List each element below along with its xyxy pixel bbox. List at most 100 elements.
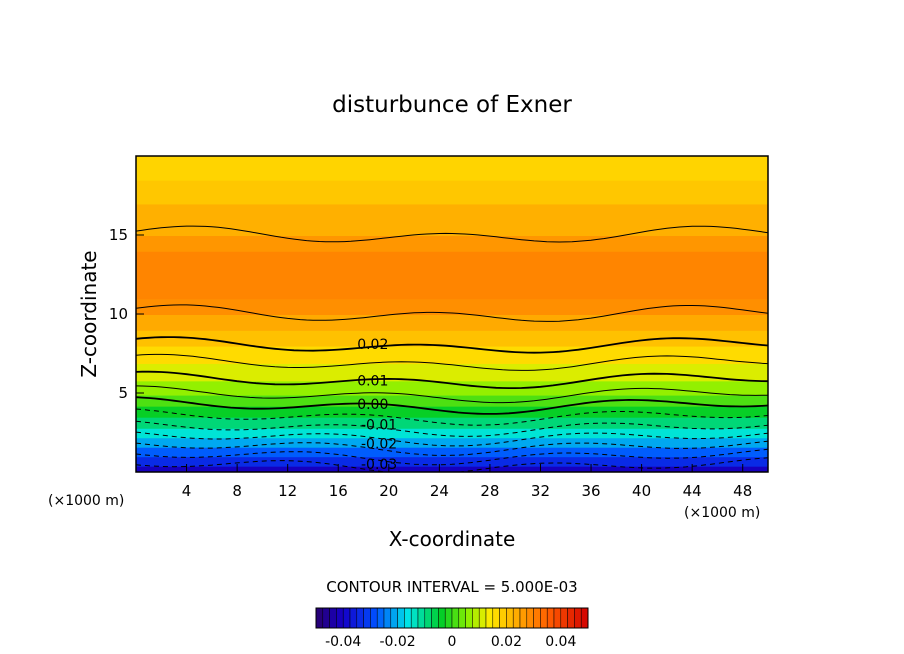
contour-line <box>136 408 768 426</box>
colorbar-cell <box>390 607 398 629</box>
chart-title: disturbunce of Exner <box>332 92 572 118</box>
fill-band <box>136 362 768 382</box>
colorbar-cell <box>363 607 371 629</box>
fill-band <box>136 427 768 439</box>
fill-band <box>136 446 768 458</box>
fill-band <box>136 437 768 448</box>
colorbar-frame <box>315 607 589 629</box>
contour-label: -0.03 <box>361 457 397 473</box>
fill-band <box>136 314 768 331</box>
colorbar-cell <box>580 607 589 629</box>
plot-fill-layer <box>136 156 768 472</box>
x-tick-label: 40 <box>632 482 651 500</box>
colorbar-cell <box>376 607 385 629</box>
x-axis-label: X-coordinate <box>389 527 516 551</box>
contour-line <box>136 420 768 437</box>
contour-line <box>136 336 768 354</box>
x-tick-label: 4 <box>182 482 192 500</box>
colorbar-cell <box>356 607 364 629</box>
contour-line <box>136 370 768 389</box>
contour-line <box>136 431 768 447</box>
colorbar-cell <box>451 607 460 629</box>
colorbar-cell <box>506 607 514 629</box>
colorbar-cell <box>478 607 487 629</box>
x-tick-label: 48 <box>733 482 752 500</box>
y-tick-label: 10 <box>109 305 128 323</box>
colorbar-cell <box>322 607 330 629</box>
colorbar-cell <box>410 607 419 629</box>
colorbar-cell <box>485 607 494 629</box>
colorbar-cell <box>342 607 351 629</box>
colorbar-cell <box>424 607 432 629</box>
colorbar-cell <box>533 607 541 629</box>
colorbar-tick-label: -0.02 <box>379 634 415 650</box>
x-tick-label: 44 <box>683 482 702 500</box>
x-tick-label: 36 <box>581 482 600 500</box>
colorbar-cell <box>546 607 555 629</box>
contour-line <box>136 225 768 243</box>
x-tick-label: 28 <box>480 482 499 500</box>
colorbar-tick-label: 0.02 <box>491 634 522 650</box>
colorbar-cell <box>458 607 466 629</box>
colorbar-tick-label: 0 <box>448 634 457 650</box>
colorbar-cell <box>329 607 337 629</box>
contour-line <box>136 353 768 371</box>
colorbar-cell <box>540 607 548 629</box>
x-tick-label: 20 <box>379 482 398 500</box>
fill-band <box>136 465 768 472</box>
colorbar-cell <box>370 607 378 629</box>
contour-line <box>136 396 768 415</box>
z-unit-label: (×1000 m) <box>48 493 124 509</box>
fill-band <box>136 416 768 429</box>
x-tick-label: 16 <box>329 482 348 500</box>
contour-line <box>136 448 768 466</box>
colorbar-tick-label: -0.04 <box>325 634 361 650</box>
colorbar-cell <box>431 607 439 629</box>
colorbar-cell <box>315 607 324 629</box>
fill-band <box>136 298 768 315</box>
colorbar-cell <box>444 607 453 629</box>
contour-label: 0.01 <box>357 373 388 389</box>
contour-line <box>136 385 768 404</box>
fill-band <box>136 329 768 347</box>
contour-label-layer: 0.02 0.01 0.00 -0.01 -0.02 -0.03 <box>357 337 397 473</box>
contour-line <box>136 304 768 322</box>
colorbar-cell <box>519 607 528 629</box>
fill-band <box>136 235 768 252</box>
colorbar-cell <box>472 607 480 629</box>
colorbar-cell <box>397 607 405 629</box>
fill-band <box>136 394 768 407</box>
contour-label: -0.01 <box>361 418 397 434</box>
y-tick-label: 5 <box>118 384 128 402</box>
colorbar-cell <box>383 607 392 629</box>
colorbar-cell <box>499 607 507 629</box>
y-tick-label: 15 <box>109 226 128 244</box>
colorbar-cell <box>512 607 521 629</box>
contour-interval-text: CONTOUR INTERVAL = 5.000E-03 <box>326 578 577 596</box>
fill-band <box>136 250 768 300</box>
contour-label: 0.02 <box>357 337 388 353</box>
x-tick-label: 12 <box>278 482 297 500</box>
fill-band <box>136 380 768 396</box>
contour-line-layer <box>136 225 768 472</box>
fill-band <box>136 456 768 467</box>
contour-label: 0.00 <box>357 397 388 413</box>
colorbar-cell <box>526 607 534 629</box>
colorbar-cell <box>492 607 500 629</box>
x-tick-label: 8 <box>232 482 242 500</box>
colorbar-cell <box>438 607 446 629</box>
colorbar-tick-label: 0.04 <box>545 634 576 650</box>
y-axis-ticks: 5 10 15 <box>109 226 144 402</box>
colorbar-cell <box>553 607 562 629</box>
x-tick-label: 24 <box>430 482 449 500</box>
colorbar-cell <box>567 607 575 629</box>
colorbar-cell <box>417 607 426 629</box>
colorbar-cell <box>336 607 344 629</box>
fill-band <box>136 156 768 181</box>
contour-line <box>136 440 768 456</box>
x-tick-label: 32 <box>531 482 550 500</box>
fill-band <box>136 179 768 205</box>
colorbar-cell <box>349 607 358 629</box>
colorbar-cell <box>560 607 568 629</box>
